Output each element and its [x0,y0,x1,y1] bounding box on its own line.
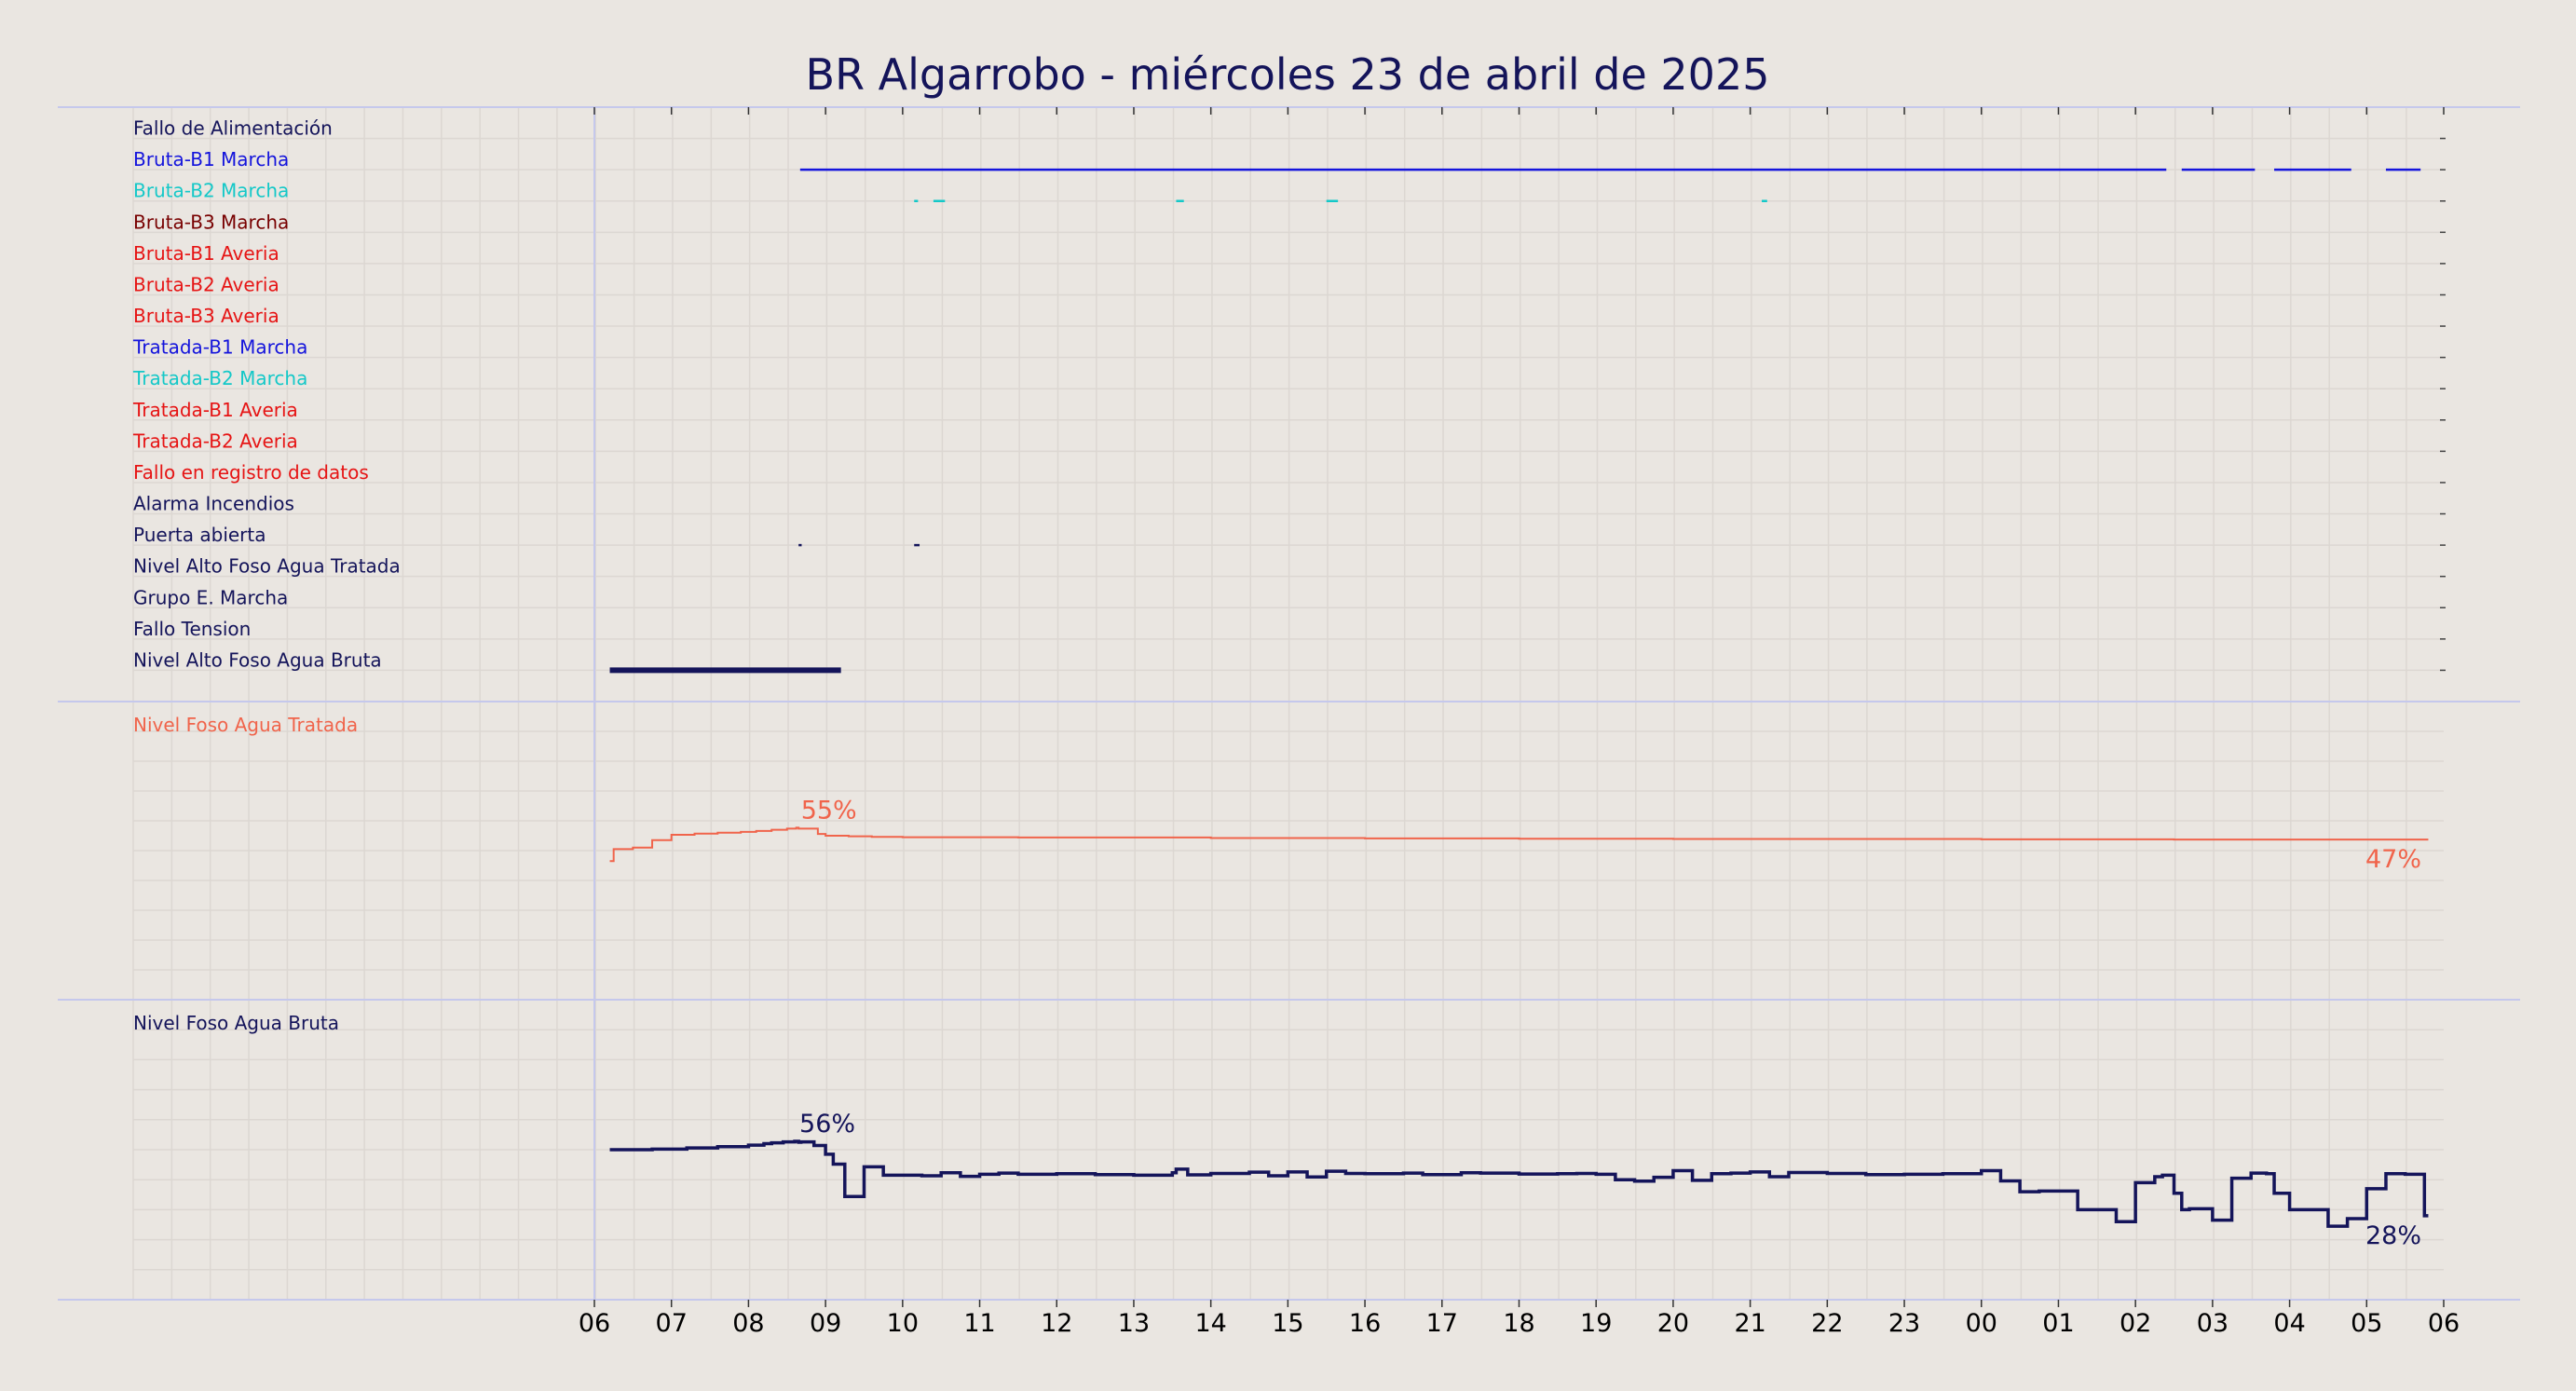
signal-label: Bruta-B3 Averia [133,305,279,327]
series-line [609,1139,2429,1228]
signal-label: Tratada-B1 Averia [132,399,298,421]
chart-title: BR Algarrobo - miércoles 23 de abril de … [806,49,1770,100]
panel-separators [58,106,2520,1301]
signal-label: Nivel Alto Foso Agua Bruta [133,648,382,671]
x-tick-label: 04 [2273,1309,2305,1338]
last-value-label: 28% [2365,1221,2421,1250]
signal-label: Bruta-B2 Averia [133,273,279,295]
x-tick-label: 11 [963,1309,995,1338]
x-tick-label: 14 [1194,1309,1226,1338]
x-axis: 06 07 08 09 10 11 12 13 14 15 16 17 18 19 20 21 22 23 00 01… [579,107,2460,1338]
x-tick-label: 09 [810,1309,841,1338]
signal-label: Fallo Tension [133,618,251,640]
signal-label: Tratada-B2 Marcha [132,367,307,389]
x-tick-label: 00 [1966,1309,1997,1338]
analog-panels: Nivel Foso Agua Tratada 55% 47% Nivel Foso … [133,714,2429,1250]
x-tick-label: 12 [1041,1309,1072,1338]
x-tick-label: 07 [656,1309,688,1338]
last-value-label: 47% [2365,845,2421,874]
signal-label: Fallo en registro de datos [133,461,369,484]
x-tick-label: 16 [1349,1309,1381,1338]
x-tick-label: 13 [1118,1309,1150,1338]
x-tick-label: 18 [1503,1309,1534,1338]
signal-label: Puerta abierta [133,524,266,546]
x-tick-label: 19 [1580,1309,1612,1338]
x-tick-label: 01 [2042,1309,2074,1338]
max-value-label: 56% [799,1110,855,1139]
series-line [609,826,2429,863]
x-tick-label: 10 [887,1309,919,1338]
signal-label: Grupo E. Marcha [133,586,288,608]
signal-label: Bruta-B1 Marcha [133,148,289,170]
signal-label: Alarma Incendios [133,493,294,515]
x-tick-label: 22 [1811,1309,1843,1338]
x-tick-label: 08 [732,1309,764,1338]
x-tick-label: 15 [1272,1309,1303,1338]
signal-label: Bruta-B3 Marcha [133,211,289,233]
series-label: Nivel Foso Agua Tratada [133,714,358,736]
x-tick-label: 05 [2351,1309,2382,1338]
signal-label: Bruta-B2 Marcha [133,180,289,202]
signal-label: Bruta-B1 Averia [133,242,279,265]
x-tick-label: 21 [1734,1309,1765,1338]
signal-label: Tratada-B2 Averia [132,430,298,452]
max-value-label: 55% [801,796,857,825]
x-tick-label: 17 [1426,1309,1458,1338]
signal-label: Nivel Alto Foso Agua Tratada [133,555,401,578]
x-tick-label: 06 [579,1309,610,1338]
signal-label: Fallo de Alimentación [133,117,333,140]
x-tick-label: 02 [2119,1309,2151,1338]
series-label: Nivel Foso Agua Bruta [133,1012,339,1034]
x-tick-label: 03 [2197,1309,2228,1338]
digital-signals-panel: Fallo de Alimentación Bruta-B1 Marcha Brut… [132,117,2421,674]
grid [132,106,2446,1301]
x-tick-label: 23 [1888,1309,1920,1338]
signal-label: Tratada-B1 Marcha [132,336,307,359]
x-tick-label: 20 [1657,1309,1689,1338]
x-tick-label: 06 [2428,1309,2460,1338]
